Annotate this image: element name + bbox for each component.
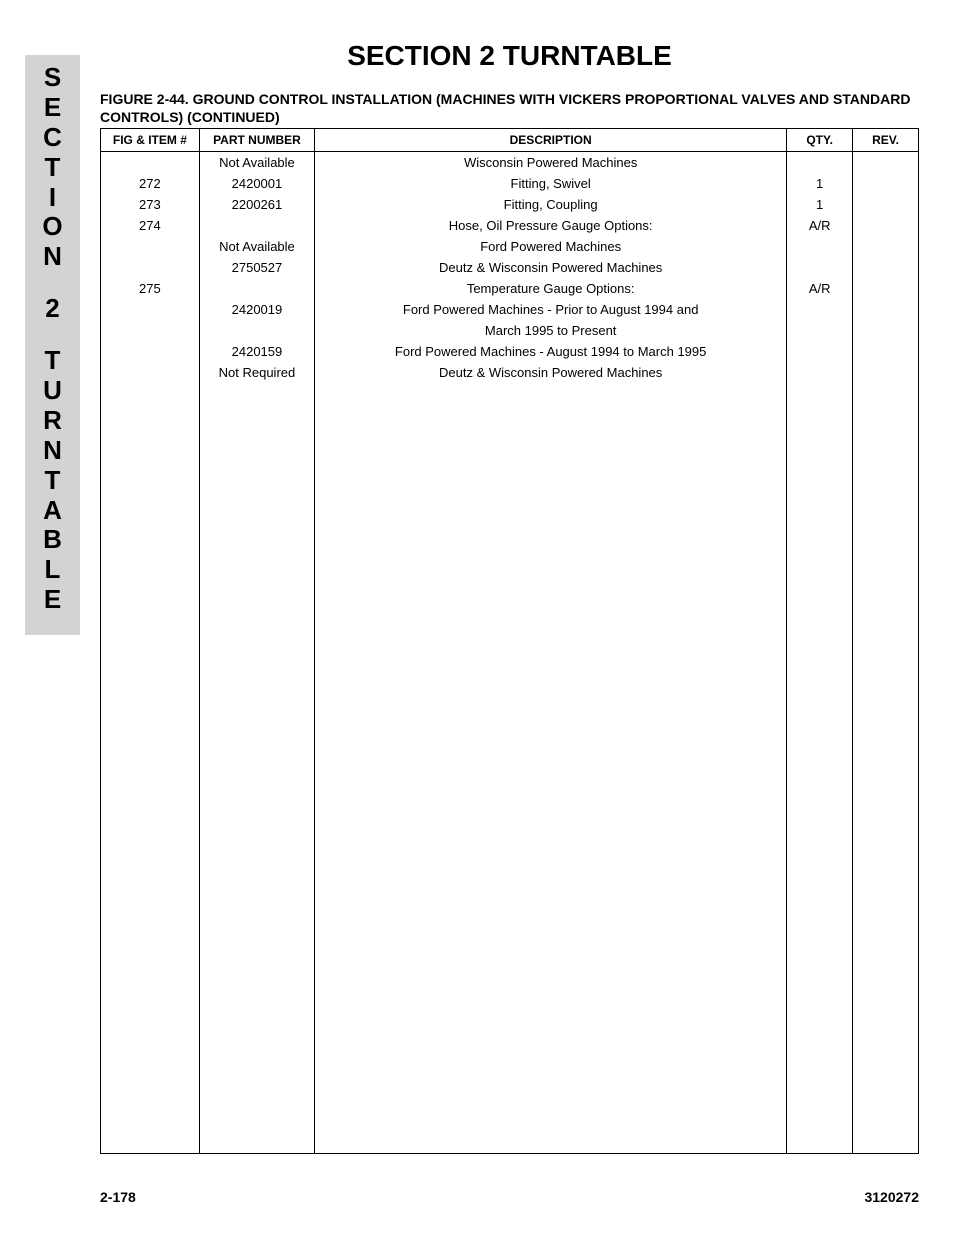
section-title: SECTION 2 TURNTABLE	[100, 40, 919, 72]
table-row: 274 Hose, Oil Pressure Gauge Options:A/R	[101, 215, 919, 236]
cell-rev	[853, 215, 919, 236]
side-tab: SECTION 2 TURNTABLE	[25, 55, 80, 635]
cell-rev	[853, 152, 919, 174]
cell-part	[199, 215, 314, 236]
figure-heading: FIGURE 2-44. GROUND CONTROL INSTALLATION…	[100, 90, 919, 126]
table-row: 2732200261Fitting, Coupling1	[101, 194, 919, 215]
cell-description: Temperature Gauge Options:	[315, 278, 787, 299]
cell-qty	[787, 257, 853, 278]
cell-description: Fitting, Coupling	[315, 194, 787, 215]
cell-part: 2750527	[199, 257, 314, 278]
header-qty: QTY.	[787, 129, 853, 152]
header-rev: REV.	[853, 129, 919, 152]
cell-part	[199, 320, 314, 341]
cell-description: Ford Powered Machines	[315, 236, 787, 257]
parts-table: FIG & ITEM # PART NUMBER DESCRIPTION QTY…	[100, 128, 919, 1154]
table-row: Not RequiredDeutz & Wisconsin Powered Ma…	[101, 362, 919, 383]
header-part: PART NUMBER	[199, 129, 314, 152]
cell-part: 2200261	[199, 194, 314, 215]
cell-part	[199, 278, 314, 299]
cell-qty: A/R	[787, 278, 853, 299]
page-content: SECTION 2 TURNTABLE FIGURE 2-44. GROUND …	[100, 40, 919, 1154]
table-row: 2420159Ford Powered Machines - August 19…	[101, 341, 919, 362]
cell-fig	[101, 341, 200, 362]
table-row: 2722420001Fitting, Swivel1	[101, 173, 919, 194]
table-row: March 1995 to Present	[101, 320, 919, 341]
cell-rev	[853, 341, 919, 362]
table-row: 2420019Ford Powered Machines - Prior to …	[101, 299, 919, 320]
cell-description: Deutz & Wisconsin Powered Machines	[315, 257, 787, 278]
cell-rev	[853, 278, 919, 299]
cell-qty	[787, 299, 853, 320]
cell-qty	[787, 341, 853, 362]
cell-part: 2420019	[199, 299, 314, 320]
table-row: Not AvailableFord Powered Machines	[101, 236, 919, 257]
cell-fig	[101, 362, 200, 383]
cell-fig	[101, 257, 200, 278]
cell-fig: 274	[101, 215, 200, 236]
header-fig: FIG & ITEM #	[101, 129, 200, 152]
cell-qty: A/R	[787, 215, 853, 236]
cell-rev	[853, 194, 919, 215]
cell-rev	[853, 362, 919, 383]
table-row: 275 Temperature Gauge Options:A/R	[101, 278, 919, 299]
cell-part: 2420001	[199, 173, 314, 194]
cell-fig	[101, 236, 200, 257]
cell-description: Ford Powered Machines - Prior to August …	[315, 299, 787, 320]
table-header-row: FIG & ITEM # PART NUMBER DESCRIPTION QTY…	[101, 129, 919, 152]
cell-part: 2420159	[199, 341, 314, 362]
cell-rev	[853, 173, 919, 194]
side-tab-section-name: TURNTABLE	[43, 346, 62, 615]
table-row: Not AvailableWisconsin Powered Machines	[101, 152, 919, 174]
cell-rev	[853, 299, 919, 320]
cell-rev	[853, 236, 919, 257]
cell-fig	[101, 152, 200, 174]
cell-qty	[787, 320, 853, 341]
cell-part: Not Available	[199, 236, 314, 257]
side-tab-section-label: SECTION	[42, 63, 62, 272]
header-desc: DESCRIPTION	[315, 129, 787, 152]
cell-description: Ford Powered Machines - August 1994 to M…	[315, 341, 787, 362]
footer-document-number: 3120272	[864, 1189, 919, 1205]
cell-description: March 1995 to Present	[315, 320, 787, 341]
cell-rev	[853, 320, 919, 341]
cell-qty	[787, 152, 853, 174]
table-row: 2750527Deutz & Wisconsin Powered Machine…	[101, 257, 919, 278]
cell-fig: 275	[101, 278, 200, 299]
cell-fig: 272	[101, 173, 200, 194]
cell-qty: 1	[787, 173, 853, 194]
footer-page-number: 2-178	[100, 1189, 136, 1205]
cell-description: Fitting, Swivel	[315, 173, 787, 194]
cell-description: Deutz & Wisconsin Powered Machines	[315, 362, 787, 383]
cell-fig	[101, 299, 200, 320]
cell-description: Hose, Oil Pressure Gauge Options:	[315, 215, 787, 236]
cell-part: Not Available	[199, 152, 314, 174]
cell-fig: 273	[101, 194, 200, 215]
table-filler-row	[101, 383, 919, 1153]
cell-description: Wisconsin Powered Machines	[315, 152, 787, 174]
cell-part: Not Required	[199, 362, 314, 383]
cell-qty	[787, 362, 853, 383]
cell-rev	[853, 257, 919, 278]
cell-fig	[101, 320, 200, 341]
side-tab-section-number: 2	[45, 294, 59, 324]
cell-qty	[787, 236, 853, 257]
page-footer: 2-178 3120272	[100, 1189, 919, 1205]
cell-qty: 1	[787, 194, 853, 215]
